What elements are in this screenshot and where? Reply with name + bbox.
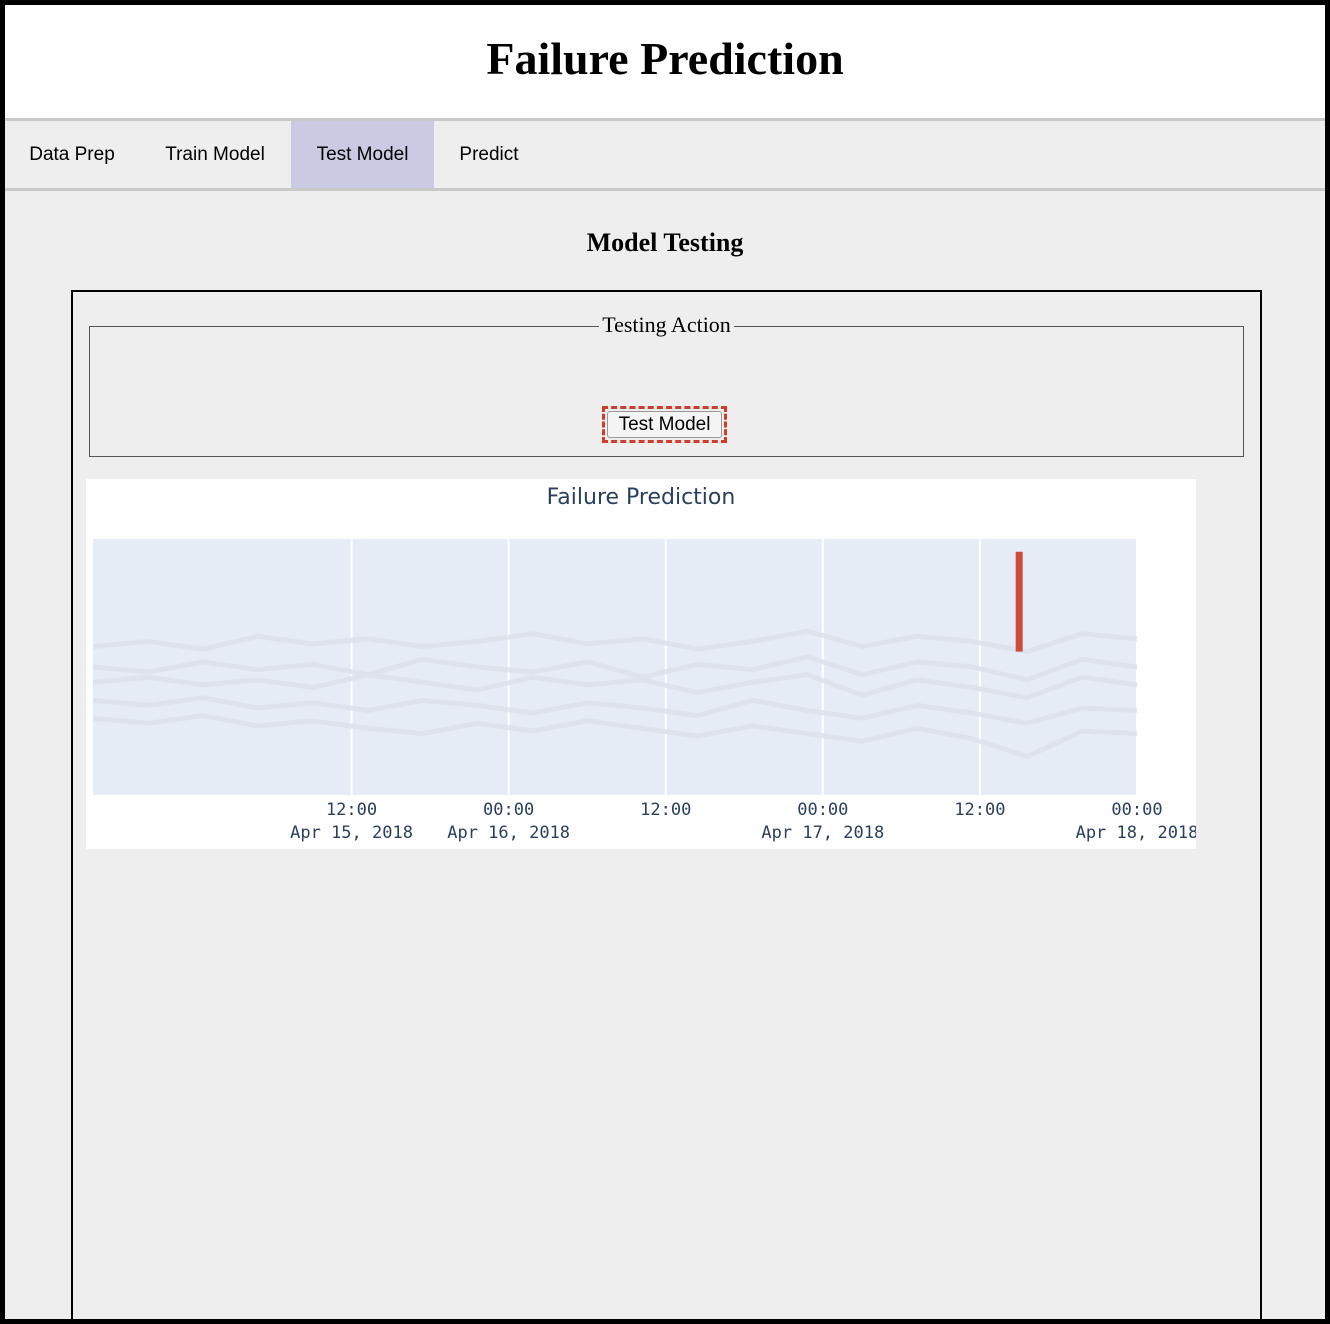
- series-line-3: [92, 672, 1138, 701]
- series-line-2: [92, 654, 1138, 683]
- x-tick-label-time: 12:00: [640, 800, 691, 820]
- tab-test-model[interactable]: Test Model: [291, 121, 434, 188]
- testing-panel: [71, 290, 1262, 1319]
- x-tick-label-time: 00:00: [797, 800, 848, 820]
- tab-bar: Data Prep Train Model Test Model Predict: [5, 121, 1325, 191]
- series-line-1: [92, 628, 1138, 655]
- failure-prediction-chart: Failure Prediction 12:00 Apr 15, 2018 00:00…: [86, 479, 1196, 849]
- tab-predict[interactable]: Predict: [459, 144, 519, 165]
- x-tick-label-time: 00:00: [483, 800, 534, 820]
- x-tick-label-date: Apr 16, 2018: [447, 823, 570, 843]
- test-model-button-label: Test Model: [607, 411, 722, 438]
- chart-svg: Failure Prediction 12:00 Apr 15, 2018 00:00…: [92, 485, 1196, 843]
- tab-train-model[interactable]: Train Model: [165, 144, 265, 165]
- fieldset-legend: Testing Action: [599, 312, 734, 337]
- x-tick-label-time: 00:00: [1111, 800, 1162, 820]
- x-tick-label-date: Apr 18, 2018: [1076, 823, 1196, 843]
- test-model-button[interactable]: Test Model: [602, 406, 727, 443]
- x-tick-label-date: Apr 17, 2018: [761, 823, 884, 843]
- testing-action-fieldset: Testing Action: [89, 312, 1244, 457]
- app-title: Failure Prediction: [486, 33, 844, 84]
- tab-data-prep[interactable]: Data Prep: [29, 144, 115, 165]
- series-line-5: [92, 713, 1138, 760]
- x-tick-label-time: 12:00: [954, 800, 1005, 820]
- series-line-4: [92, 695, 1138, 726]
- chart-title: Failure Prediction: [547, 485, 736, 510]
- x-tick-label-date: Apr 15, 2018: [290, 823, 413, 843]
- section-title: Model Testing: [586, 228, 744, 257]
- app-header: Failure Prediction: [5, 5, 1325, 121]
- x-tick-label-time: 12:00: [326, 800, 377, 820]
